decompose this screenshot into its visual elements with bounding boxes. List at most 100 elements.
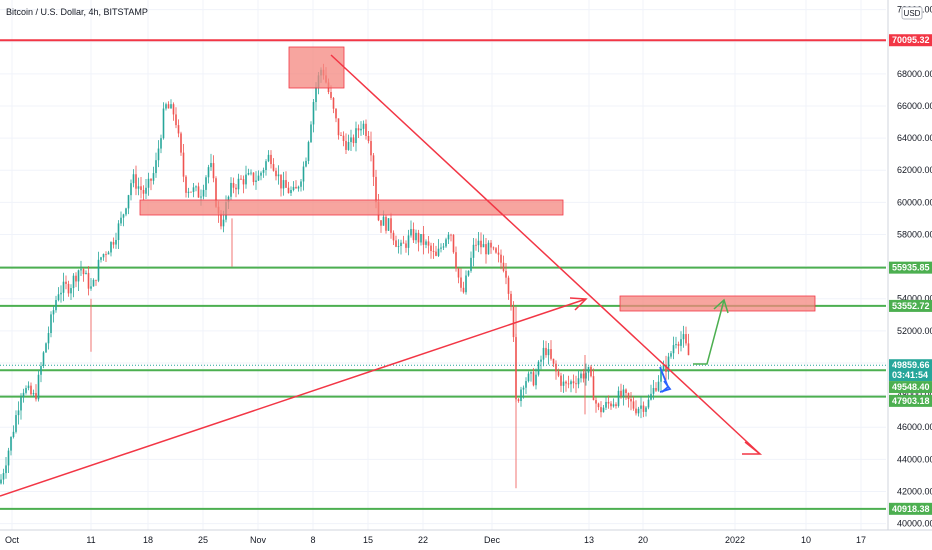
target-zone[interactable] [619,295,816,312]
candle-body [562,381,565,386]
candle-body [380,220,382,226]
price-tag-box [889,359,932,372]
candle-body [605,401,607,408]
candle-body [37,374,40,400]
candle-body [597,403,600,408]
candle-body [427,241,430,246]
candle-body [207,167,210,178]
candle-body [175,114,177,126]
candle-body [182,152,185,177]
candle-body [62,281,65,293]
candlesticks[interactable] [0,63,690,489]
candle-body [477,240,480,246]
candle-body [465,275,467,293]
price-tag-box [889,299,932,312]
candle-body [137,186,140,189]
candle-body [45,343,47,353]
price-tick-label: 66000.00 [897,101,932,111]
candle-body [530,372,532,374]
candle-body [260,172,262,176]
time-tick-label: 8 [310,535,315,545]
candle-body [382,216,385,226]
candle-body [440,247,442,249]
candle-body [520,389,522,402]
candle-body [205,177,207,190]
price-tick-label: 42000.00 [897,486,932,496]
price-tag-box [889,261,932,274]
candle-body [670,353,672,357]
descending-trendline[interactable] [330,54,761,455]
candle-body [77,270,80,282]
drawings[interactable] [0,46,816,497]
candle-body [612,404,615,407]
candle-body [600,407,602,413]
candle-body [557,371,560,376]
candle-body [632,401,635,409]
candle-body [262,169,265,173]
candle-body [417,232,420,243]
top-resistance-zone[interactable] [288,46,345,89]
candle-body [267,154,270,162]
candle-body [230,182,232,197]
candle-body [677,344,680,346]
candle-body [467,270,470,276]
candle-body [507,277,510,294]
candle-body [5,465,7,474]
price-tag-box [889,34,932,47]
candle-body [257,175,260,181]
price-tag-label: 53552.72 [892,301,930,311]
ascending-trendline[interactable] [0,298,587,497]
candle-body [435,251,437,256]
candle-body [337,118,340,136]
candle-body [392,232,395,241]
candle-body [335,108,337,119]
candle-body [555,363,557,372]
bullish-projection-arrow[interactable] [693,299,725,365]
candle-body [412,229,415,241]
candle-body [660,370,662,382]
candle-body [42,352,45,366]
candle-body [617,390,620,406]
price-tick-label: 52000.00 [897,326,932,336]
candle-body [75,275,77,282]
time-axis[interactable]: Oct 11 18 25 Nov 8 15 22 Dec 13 20 2022 10 17 [0,529,932,545]
candle-body [287,187,290,194]
candle-body [620,390,622,397]
currency-badge[interactable]: USD [901,6,923,20]
price-tick-label: 60000.00 [897,197,932,207]
support-resistance-levels[interactable] [0,39,886,510]
candle-body [285,180,287,188]
candle-body [82,269,85,275]
candle-body [342,135,345,141]
time-tick-label: 18 [143,535,153,545]
candle-body [595,400,597,404]
time-tick-label: 20 [638,535,648,545]
candle-body [390,218,392,233]
mid-resistance-zone[interactable] [139,199,564,216]
candle-body [277,174,280,177]
candle-body [372,155,375,177]
candle-body [290,189,292,194]
candle-body [200,196,202,198]
candle-body [220,213,222,227]
time-tick-label: 25 [198,535,208,545]
candle-body [425,241,427,245]
candle-body [512,306,515,338]
candle-body [475,244,477,246]
price-tag-box [889,369,932,382]
candle-body [102,254,105,258]
price-tick-label: 44000.00 [897,454,932,464]
candle-body [280,174,282,189]
candle-body [582,373,585,379]
currency-unit: USD [904,9,921,18]
candle-body [25,388,27,393]
candle-body [140,186,142,190]
candle-body [265,161,267,170]
candle-body [30,385,32,395]
candle-body [622,389,625,397]
candle-body [397,246,400,247]
candle-body [535,374,537,386]
candle-body [250,172,252,174]
candle-body [0,479,2,484]
